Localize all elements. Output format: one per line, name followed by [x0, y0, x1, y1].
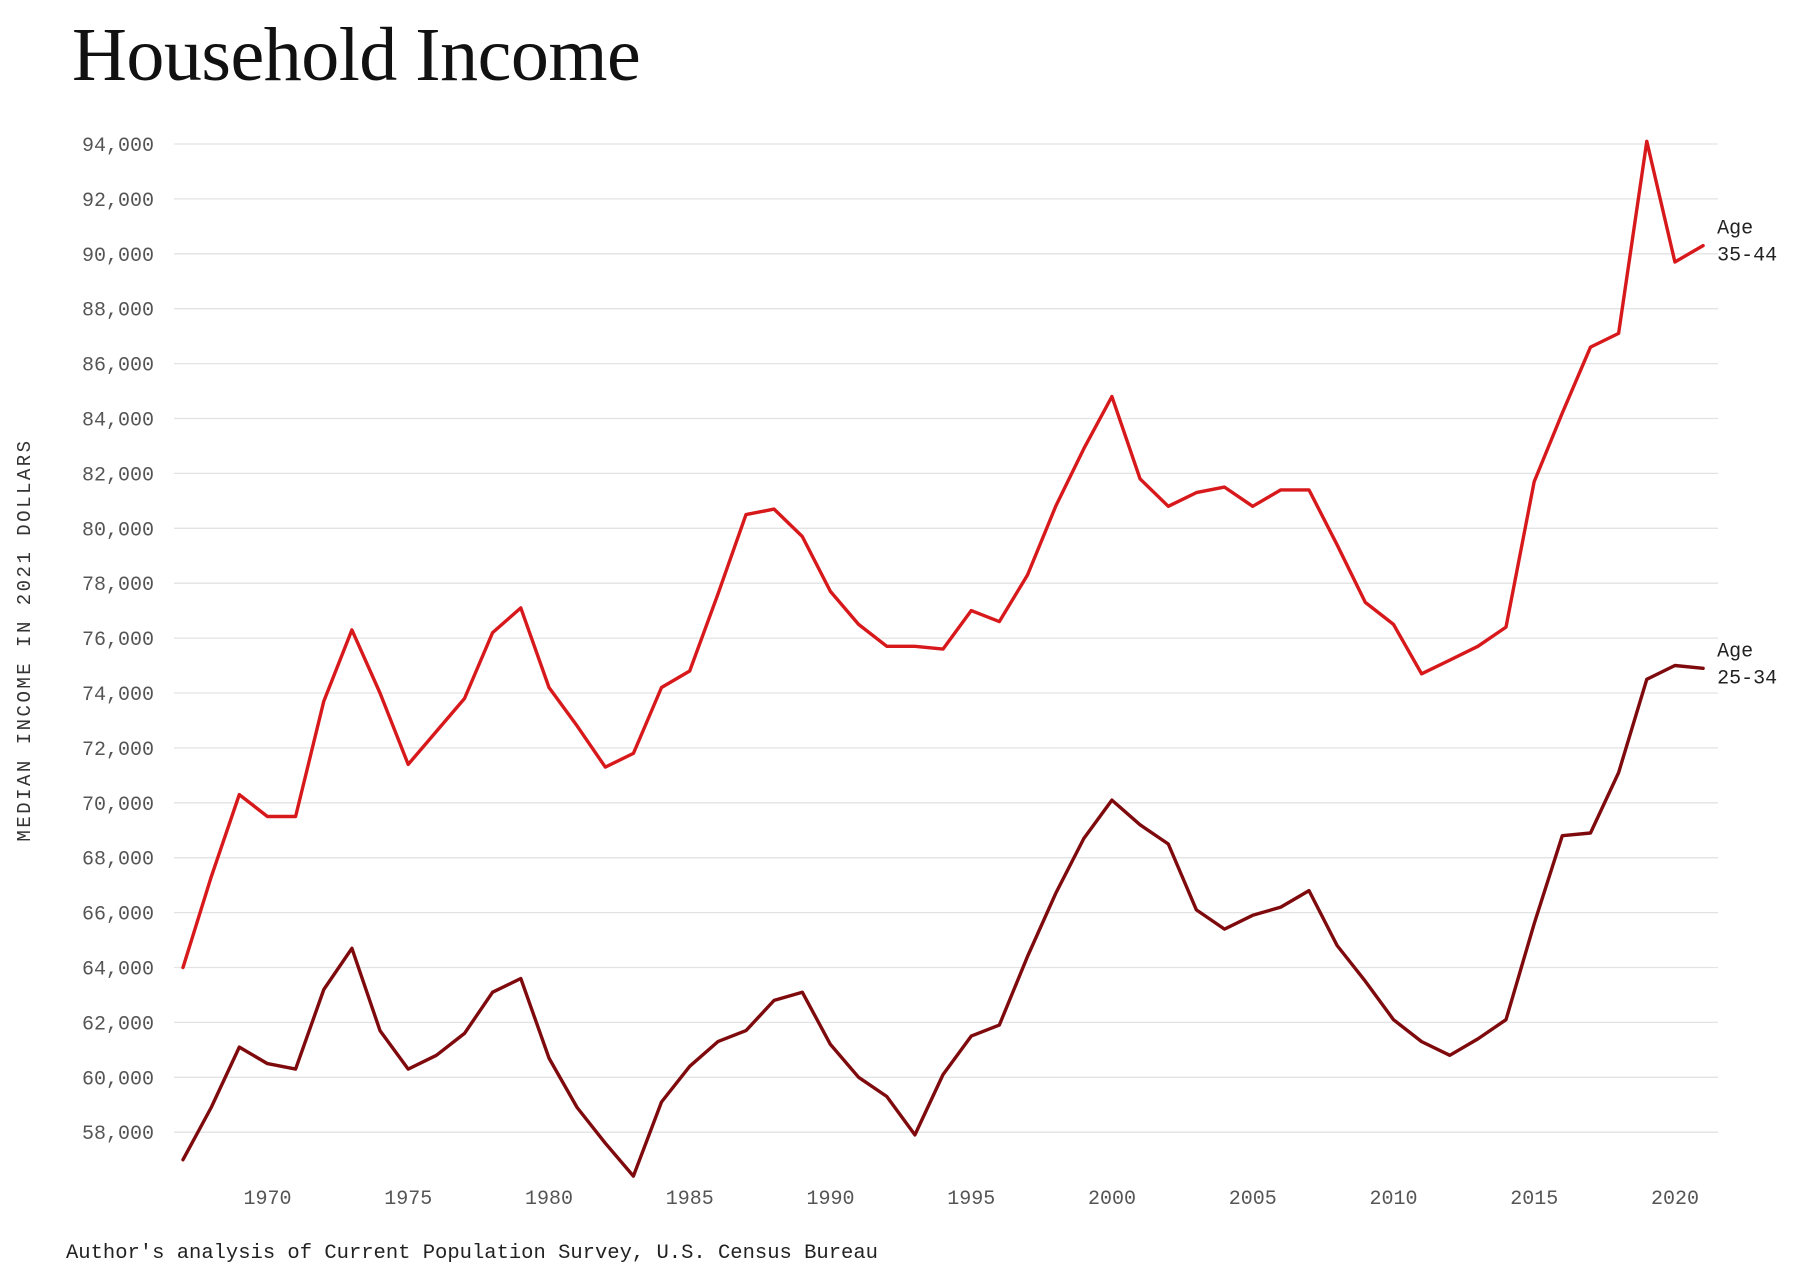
chart-title: Household Income [72, 13, 641, 97]
x-tick-label: 1975 [384, 1188, 432, 1211]
y-tick-label: 90,000 [82, 245, 154, 268]
x-tick-label: 2015 [1510, 1188, 1558, 1211]
series-label-line: 25-34 [1717, 667, 1777, 690]
y-tick-label: 88,000 [82, 300, 154, 323]
x-tick-label: 2000 [1088, 1188, 1136, 1211]
x-tick-label: 1980 [525, 1188, 573, 1211]
source-note: Author's analysis of Current Population … [66, 1242, 878, 1265]
gridlines [174, 143, 1718, 1133]
series-label: Age 25-34 [1717, 640, 1777, 690]
x-tick-label: 2005 [1229, 1188, 1277, 1211]
y-tick-label: 80,000 [82, 519, 154, 542]
y-tick-label: 58,000 [82, 1123, 154, 1146]
y-tick-label: 76,000 [82, 629, 154, 652]
y-tick-label: 60,000 [82, 1068, 154, 1091]
y-tick-label: 74,000 [82, 684, 154, 707]
y-axis-ticks: 58,000 60,000 62,000 64,000 66,000 68,000 70,0… [82, 135, 154, 1146]
x-tick-label: 1995 [947, 1188, 995, 1211]
series-label-line: Age [1717, 218, 1753, 241]
series-lines [181, 139, 1705, 1178]
x-tick-label: 1985 [666, 1188, 714, 1211]
series-label-line: 35-44 [1717, 245, 1777, 268]
x-tick-label: 1970 [243, 1188, 291, 1211]
y-tick-label: 92,000 [82, 190, 154, 213]
y-tick-label: 66,000 [82, 904, 154, 927]
y-tick-label: 86,000 [82, 355, 154, 378]
y-tick-label: 78,000 [82, 574, 154, 597]
x-axis-ticks: 1970 1975 1980 1985 1990 1995 2000 2005 2010 2015… [243, 1188, 1699, 1211]
series-label-line: Age [1717, 640, 1753, 663]
y-tick-label: 84,000 [82, 410, 154, 433]
y-axis-title: MEDIAN INCOME IN 2021 DOLLARS [14, 438, 36, 841]
x-tick-label: 2010 [1369, 1188, 1417, 1211]
series-line-age-35-44 [181, 139, 1705, 970]
y-tick-label: 70,000 [82, 794, 154, 817]
x-tick-label: 2020 [1651, 1188, 1699, 1211]
y-tick-label: 94,000 [82, 135, 154, 158]
y-tick-label: 62,000 [82, 1013, 154, 1036]
y-tick-label: 64,000 [82, 959, 154, 982]
x-tick-label: 1990 [806, 1188, 854, 1211]
series-labels: Age 35-44 Age 25-34 [1717, 218, 1777, 691]
y-tick-label: 82,000 [82, 464, 154, 487]
series-line-age-25-34 [181, 663, 1705, 1178]
y-tick-label: 68,000 [82, 849, 154, 872]
series-label: Age 35-44 [1717, 218, 1777, 268]
y-tick-label: 72,000 [82, 739, 154, 762]
